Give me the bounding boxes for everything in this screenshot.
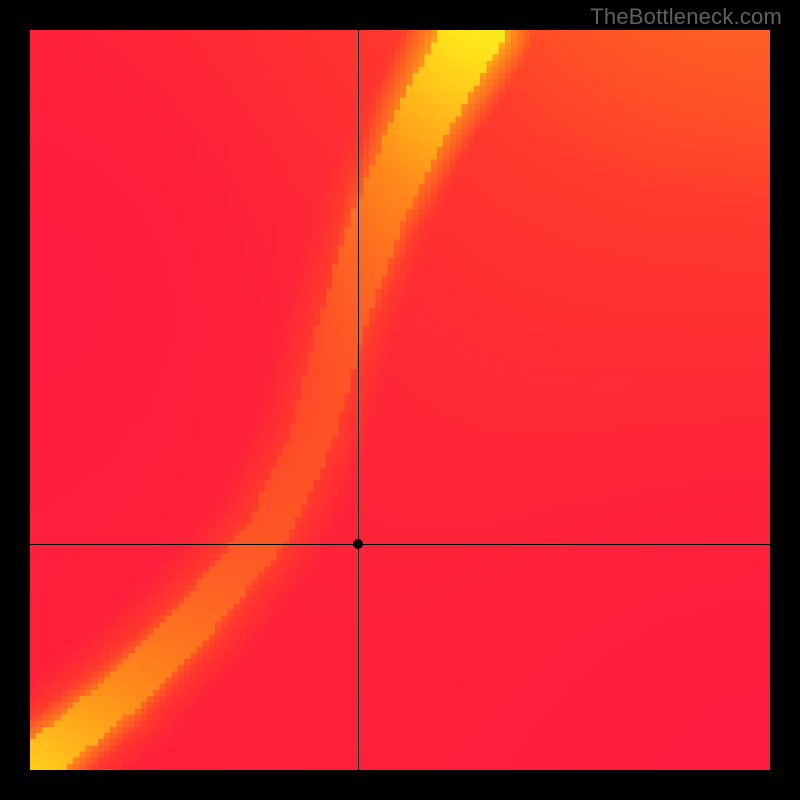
chart-container: TheBottleneck.com	[0, 0, 800, 800]
watermark-text: TheBottleneck.com	[590, 4, 782, 30]
crosshair-vertical	[358, 30, 359, 770]
crosshair-horizontal	[30, 544, 770, 545]
heatmap-canvas	[30, 30, 770, 770]
heatmap-plot	[30, 30, 770, 770]
